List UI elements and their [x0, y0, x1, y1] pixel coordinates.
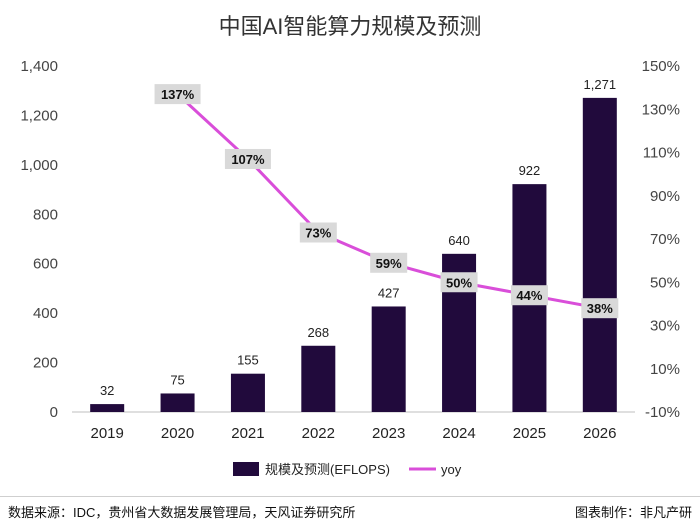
yoy-label-box — [440, 272, 478, 293]
yoy-data-label: 73% — [305, 226, 331, 241]
x-tick-label: 2025 — [513, 425, 546, 442]
x-tick-label: 2023 — [372, 425, 405, 442]
chart-svg: 中国AI智能算力规模及预测 0 200 400 600 800 1,000 1,200 1,4… — [20, 14, 680, 477]
x-tick-label: 2022 — [302, 425, 335, 442]
bar — [160, 393, 195, 412]
y-left-tick-label: 600 — [33, 256, 58, 273]
y-left-tick-label: 0 — [50, 404, 58, 421]
y-right-tick-label: 130% — [642, 101, 680, 118]
legend-label-bar: 规模及预测(EFLOPS) — [265, 462, 390, 477]
bar — [230, 373, 265, 412]
x-tick-label: 2020 — [161, 425, 194, 442]
footer: 数据来源：IDC，贵州省大数据发展管理局，天风证券研究所 图表制作：非凡产研 — [0, 496, 700, 523]
yoy-data-label: 50% — [446, 275, 472, 290]
bar-data-label: 155 — [237, 353, 259, 368]
bar-data-label: 1,271 — [584, 77, 617, 92]
axes: 0 200 400 600 800 1,000 1,200 1,400 -10% 10% 30% 50… — [20, 58, 680, 442]
y-right-tick-label: 70% — [650, 231, 680, 248]
x-tick-label: 2026 — [583, 425, 616, 442]
yoy-label-box — [224, 148, 271, 169]
bar-data-label: 427 — [378, 285, 400, 300]
y-right-tick-label: 150% — [642, 58, 680, 75]
bar-data-label: 75 — [170, 372, 184, 387]
yoy-label-box — [510, 285, 548, 306]
yoy-label-box — [154, 84, 201, 105]
x-tick-label: 2021 — [231, 425, 264, 442]
bar-series — [90, 97, 617, 412]
bar-data-labels: 32 75 155 268 427 640 922 1,271 — [100, 77, 616, 398]
y-left-tick-label: 1,400 — [20, 58, 58, 75]
bar-data-label: 268 — [307, 325, 329, 340]
yoy-label-box — [299, 222, 337, 243]
bar — [371, 306, 406, 412]
yoy-data-labels: 137% 107% 73% 59% 50% 44% 38% — [154, 84, 619, 319]
bar — [90, 404, 125, 412]
yoy-label-box — [370, 252, 408, 273]
credit-note: 图表制作：非凡产研 — [574, 505, 692, 520]
bar-data-label: 32 — [100, 383, 114, 398]
x-tick-label: 2019 — [91, 425, 124, 442]
y-left-tick-label: 1,000 — [20, 157, 58, 174]
y-right-tick-label: 30% — [650, 318, 680, 335]
yoy-label-box — [581, 298, 619, 319]
yoy-data-label: 59% — [376, 256, 402, 271]
chart-title: 中国AI智能算力规模及预测 — [219, 14, 482, 39]
y-right-tick-label: 10% — [650, 361, 680, 378]
legend: 规模及预测(EFLOPS) yoy — [233, 462, 462, 477]
y-left-tick-label: 800 — [33, 206, 58, 223]
yoy-data-label: 107% — [231, 152, 265, 167]
bar — [301, 345, 336, 412]
y-left-tick-label: 200 — [33, 355, 58, 372]
bar — [582, 97, 617, 412]
source-note: 数据来源：IDC，贵州省大数据发展管理局，天风证券研究所 — [8, 505, 356, 520]
legend-label-line: yoy — [441, 462, 462, 477]
y-right-tick-label: -10% — [645, 404, 680, 421]
y-left-tick-label: 400 — [33, 305, 58, 322]
y-right-tick-label: 50% — [650, 274, 680, 291]
x-tick-label: 2024 — [442, 425, 475, 442]
yoy-data-label: 137% — [161, 87, 195, 102]
legend-swatch-bar — [233, 462, 259, 476]
y-right-tick-label: 110% — [643, 145, 680, 162]
y-left-tick-label: 1,200 — [20, 107, 58, 124]
bar-data-label: 640 — [448, 233, 470, 248]
yoy-data-label: 38% — [587, 301, 613, 316]
y-right-tick-label: 90% — [650, 188, 680, 205]
bar-data-label: 922 — [519, 163, 541, 178]
yoy-data-label: 44% — [516, 288, 542, 303]
